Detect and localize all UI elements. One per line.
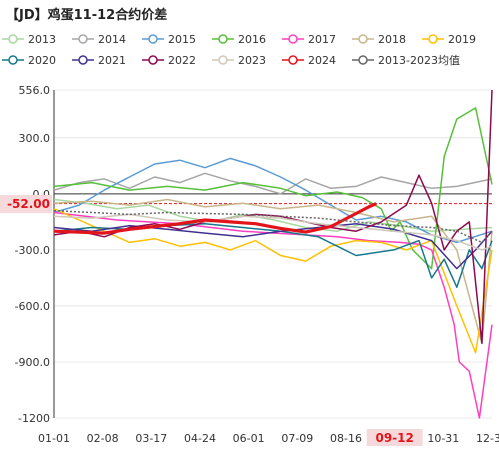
legend-label: 2020 bbox=[28, 53, 56, 67]
x-tick-label: 01-01 bbox=[38, 432, 70, 445]
series-line-2017 bbox=[53, 211, 493, 419]
legend-item-2014[interactable]: 2014 bbox=[72, 30, 126, 48]
legend-label: 2021 bbox=[98, 53, 126, 67]
x-tick-label: 12-31 bbox=[476, 432, 499, 445]
legend-label: 2018 bbox=[378, 32, 406, 46]
series-line-2016 bbox=[53, 107, 493, 270]
series-line-2014 bbox=[53, 172, 493, 195]
x-tick-label: 06-01 bbox=[233, 432, 265, 445]
x-highlight-box bbox=[366, 429, 423, 446]
legend-label: 2022 bbox=[168, 53, 196, 67]
y-tick-label: -1200 bbox=[18, 412, 50, 425]
x-tick-label: 07-09 bbox=[281, 432, 313, 445]
legend-label: 2019 bbox=[448, 32, 476, 46]
x-tick-label: 04-24 bbox=[184, 432, 216, 445]
x-tick-label: 02-08 bbox=[87, 432, 119, 445]
legend-label: 2013-2023均值 bbox=[378, 54, 460, 67]
legend-marker-icon bbox=[422, 34, 444, 44]
legend-marker-icon bbox=[72, 34, 94, 44]
y-tick-label: 300.0 bbox=[19, 132, 51, 145]
legend-marker-icon bbox=[212, 34, 234, 44]
legend-item-2013[interactable]: 2013 bbox=[2, 30, 56, 48]
legend-item-2013-2023均值[interactable]: 2013-2023均值 bbox=[352, 51, 460, 69]
series-line-2013-2023均值 bbox=[53, 209, 493, 244]
y-tick-label: -300.0 bbox=[15, 244, 50, 257]
legend-marker-icon bbox=[72, 55, 94, 65]
x-tick-label: 03-17 bbox=[135, 432, 167, 445]
legend-marker-icon bbox=[142, 34, 164, 44]
series-line-2015 bbox=[53, 157, 493, 244]
legend-label: 2014 bbox=[98, 32, 126, 46]
y-tick-label: -600.0 bbox=[15, 300, 50, 313]
series-line-2018 bbox=[53, 198, 493, 345]
legend-marker-icon bbox=[282, 34, 304, 44]
legend-item-2024[interactable]: 2024 bbox=[282, 51, 336, 69]
series-line-2022 bbox=[53, 89, 493, 345]
legend-marker-icon bbox=[2, 34, 24, 44]
legend-marker-icon bbox=[352, 55, 374, 65]
highlight-value-label: -52.00 bbox=[0, 194, 52, 213]
legend-label: 2016 bbox=[238, 32, 266, 46]
chart-legend: 2013 2014 2015 2016 2017 2018 2019 2020 2021 2022… bbox=[2, 30, 497, 74]
legend-label: 2023 bbox=[238, 53, 266, 67]
legend-marker-icon bbox=[2, 55, 24, 65]
legend-marker-icon bbox=[282, 55, 304, 65]
legend-item-2019[interactable]: 2019 bbox=[422, 30, 476, 48]
legend-marker-icon bbox=[142, 55, 164, 65]
legend-marker-icon bbox=[352, 34, 374, 44]
series-line-2024 bbox=[53, 202, 377, 235]
legend-item-2016[interactable]: 2016 bbox=[212, 30, 266, 48]
legend-item-2018[interactable]: 2018 bbox=[352, 30, 406, 48]
legend-label: 2015 bbox=[168, 32, 196, 46]
legend-item-2017[interactable]: 2017 bbox=[282, 30, 336, 48]
y-tick-label: 556.0 bbox=[19, 84, 51, 97]
x-tick-label: 10-31 bbox=[427, 432, 459, 445]
y-tick-label: -900.0 bbox=[15, 356, 50, 369]
series-line-2023 bbox=[53, 213, 493, 251]
legend-item-2020[interactable]: 2020 bbox=[2, 51, 56, 69]
legend-item-2015[interactable]: 2015 bbox=[142, 30, 196, 48]
legend-item-2022[interactable]: 2022 bbox=[142, 51, 196, 69]
x-tick-label: 09-12 bbox=[375, 431, 413, 445]
legend-item-2023[interactable]: 2023 bbox=[212, 51, 266, 69]
legend-label: 2017 bbox=[308, 32, 336, 46]
legend-item-2021[interactable]: 2021 bbox=[72, 51, 126, 69]
chart-title: 【JD】鸡蛋11-12合约价差 bbox=[6, 8, 168, 23]
legend-marker-icon bbox=[212, 55, 234, 65]
x-tick-label: 08-16 bbox=[330, 432, 362, 445]
legend-label: 2024 bbox=[308, 53, 336, 67]
legend-label: 2013 bbox=[28, 32, 56, 46]
